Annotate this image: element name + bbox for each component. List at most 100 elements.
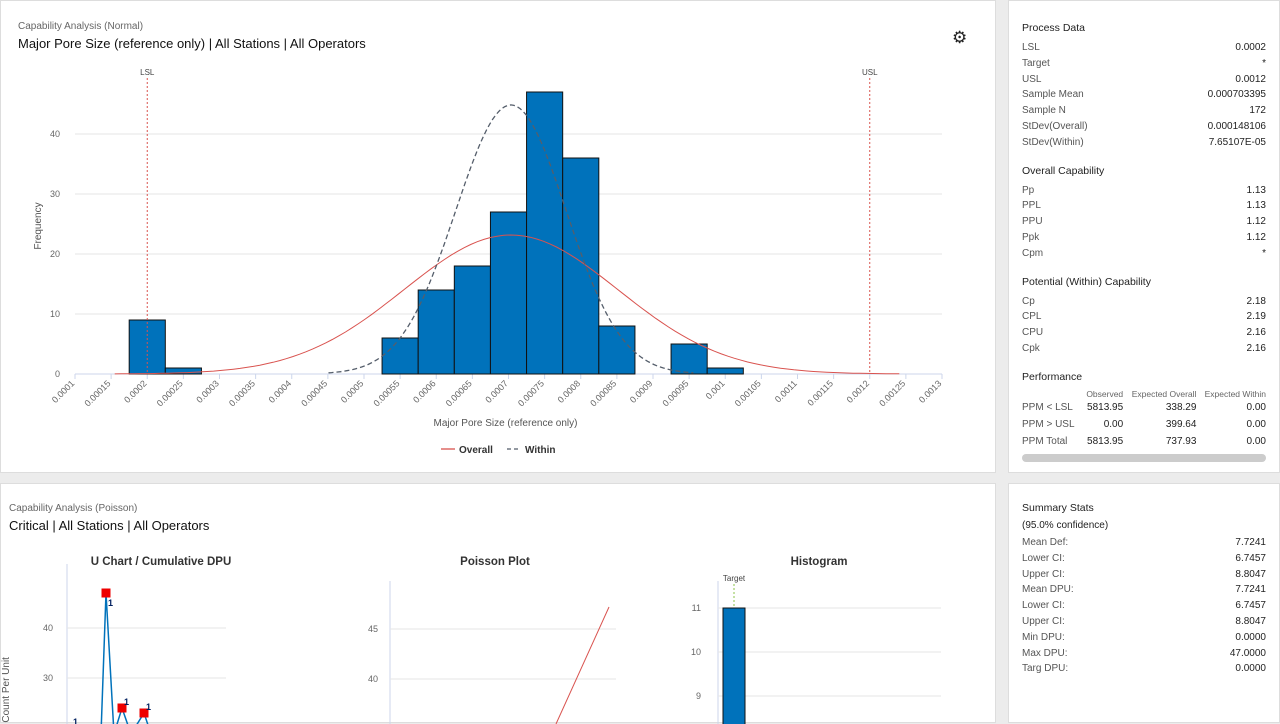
y-axis-title: Frequency [33, 202, 44, 249]
stat-label: CPL [1022, 311, 1042, 323]
stat-value: 1.12 [1246, 231, 1266, 243]
y-tick-label: 10 [691, 647, 701, 657]
capability-histogram: 0 10 20 30 40 0.0001 0.00015 0.0002 0.00025 0.000… [33, 68, 944, 456]
stat-value: 0.0012 [1235, 73, 1266, 85]
table-cell: PPM < LSL [1022, 401, 1073, 413]
stat-label: Sample Mean [1022, 89, 1084, 101]
stat-row: Min DPU: 0.0000 [1022, 630, 1266, 646]
table-cell: PPM Total [1022, 435, 1068, 447]
chart-title: U Chart / Cumulative DPU [91, 556, 232, 568]
x-tick-label: 0.00055 [371, 378, 401, 408]
poisson-capability-panel: Capability Analysis (Poisson) Critical |… [0, 483, 996, 724]
distribution-curve-within [328, 104, 694, 374]
table-cell: 399.64 [1165, 418, 1197, 430]
stat-value: 2.16 [1246, 327, 1266, 339]
stat-value: 0.0000 [1235, 663, 1266, 675]
stat-label: Sample N [1022, 105, 1066, 117]
overall-title: Overall Capability [1022, 164, 1105, 177]
stat-row: CPU 2.16 [1022, 325, 1266, 341]
x-tick-label: 0.00115 [805, 378, 835, 408]
stat-row: Mean DPU: 7.7241 [1022, 582, 1266, 598]
stat-label: StDev(Overall) [1022, 120, 1088, 132]
histogram-bar [562, 157, 600, 375]
panel-subtitle: Capability Analysis (Normal) [18, 21, 144, 32]
stat-value: 0.0000 [1235, 631, 1266, 643]
x-tick-label: 0.00015 [82, 378, 112, 408]
stat-value: 0.000148106 [1207, 120, 1266, 132]
stat-row: StDev(Overall) 0.000148106 [1022, 119, 1266, 135]
stat-value: 47.0000 [1229, 647, 1266, 659]
x-tick-label: 0.00035 [227, 378, 257, 408]
histogram-bar [706, 367, 744, 375]
stat-row: USL 0.0012 [1022, 72, 1266, 88]
table-cell: 0.00 [1246, 401, 1266, 413]
stat-label: Ppk [1022, 231, 1040, 243]
chart-title: Histogram [791, 556, 848, 568]
histogram-bar [722, 607, 746, 724]
stat-row: Sample N 172 [1022, 103, 1266, 119]
stat-row: Sample Mean 0.000703395 [1022, 87, 1266, 103]
stat-value: 2.16 [1246, 342, 1266, 354]
panel-title: Major Pore Size (reference only) | All S… [18, 36, 366, 51]
stat-label: PPL [1022, 200, 1041, 212]
x-tick-label: 0.0001 [50, 378, 77, 405]
stat-row: Lower CI: 6.7457 [1022, 598, 1266, 614]
histogram-bar [381, 337, 419, 375]
point-label: 1 [73, 717, 78, 724]
stat-row: CPL 2.19 [1022, 309, 1266, 325]
stat-label: LSL [1022, 42, 1040, 53]
column-header: Expected Within [1204, 388, 1266, 399]
stat-label: Upper CI: [1022, 615, 1065, 627]
poisson-charts: U Chart / Cumulative DPU Poisson Plot Hist… [1, 556, 941, 724]
stat-value: 6.7457 [1235, 600, 1266, 612]
point-label: 1 [146, 702, 151, 712]
gear-icon[interactable]: ⚙ [952, 28, 968, 47]
x-axis-title: Major Pore Size (reference only) [434, 418, 578, 429]
y-tick-label: 10 [50, 309, 60, 319]
stat-value: 1.13 [1246, 184, 1266, 196]
histogram-bar [164, 367, 202, 375]
normal-capability-panel: Capability Analysis (Normal) Major Pore … [0, 0, 996, 473]
table-row: PPM < LSL 5813.95 338.29 0.00 [1022, 399, 1266, 416]
y-axis-title: e Count Per Unit [1, 657, 12, 724]
stat-value: 0.000703395 [1207, 89, 1266, 101]
stat-label: Max DPU: [1022, 647, 1068, 659]
stat-label: Cpk [1022, 342, 1040, 354]
x-tick-label: 0.0013 [917, 378, 944, 405]
stat-value: 2.18 [1246, 295, 1266, 307]
stat-label: USL [1022, 73, 1042, 85]
y-tick-label: 40 [50, 129, 60, 139]
stat-row: Target * [1022, 56, 1266, 72]
out-of-control-point [117, 703, 127, 713]
stat-label: Mean DPU: [1022, 584, 1074, 596]
stat-row: PPU 1.12 [1022, 214, 1266, 230]
stat-label: Pp [1022, 184, 1035, 196]
point-label: 1 [108, 598, 113, 608]
y-tick-label: 30 [43, 673, 53, 683]
histogram-bar [526, 91, 564, 375]
x-tick-label: 0.0007 [483, 378, 510, 405]
table-cell: PPM > USL [1022, 418, 1075, 430]
stat-value: 8.8047 [1235, 568, 1266, 580]
stat-row: StDev(Within) 7.65107E-05 [1022, 135, 1266, 151]
within-title: Potential (Within) Capability [1022, 275, 1151, 288]
panel-subtitle: Capability Analysis (Poisson) [9, 503, 138, 514]
confidence-label: (95.0% confidence) [1022, 520, 1109, 531]
stat-row: PPL 1.13 [1022, 198, 1266, 214]
x-tick-label: 0.0004 [267, 378, 294, 405]
stat-row: Pp 1.13 [1022, 183, 1266, 199]
column-header: Observed [1086, 388, 1124, 399]
y-tick-label: 0 [55, 369, 60, 379]
u-chart-line [100, 592, 149, 724]
stat-row: Max DPU: 47.0000 [1022, 646, 1266, 662]
stat-row: LSL 0.0002 [1022, 40, 1266, 56]
y-tick-label: 11 [692, 603, 701, 613]
stat-label: Cpm [1022, 247, 1044, 259]
stat-value: 6.7457 [1235, 552, 1266, 564]
histogram-bar [489, 211, 528, 375]
table-row: PPM > USL 0.00 399.64 0.00 [1022, 416, 1266, 433]
spec-limit-label: USL [862, 68, 878, 77]
y-tick-label: 20 [50, 249, 60, 259]
horizontal-scrollbar[interactable] [1022, 453, 1266, 462]
table-cell: 5813.95 [1087, 401, 1124, 413]
